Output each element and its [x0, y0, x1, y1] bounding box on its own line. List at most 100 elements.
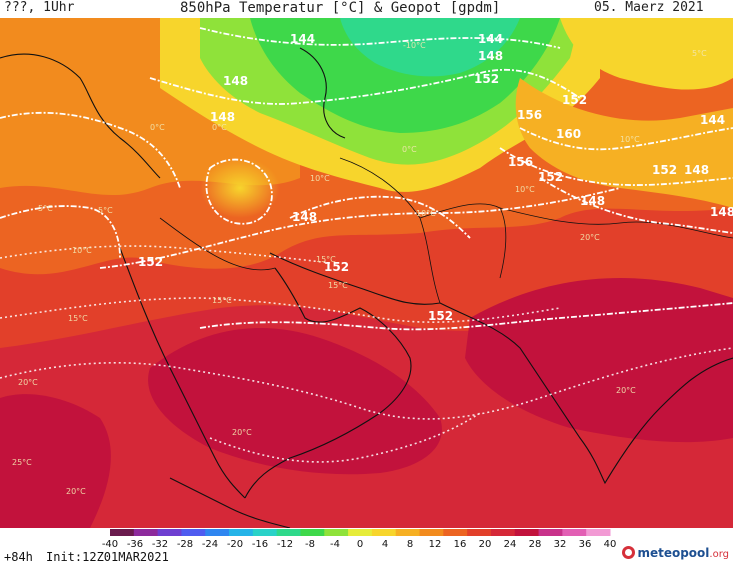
legend-tick-label: -36: [127, 539, 143, 550]
brand-tld: .org: [709, 549, 729, 560]
temp-zone-yellow-east: [560, 18, 733, 90]
legend-swatch: [562, 529, 587, 536]
geopot-label: 148: [478, 49, 503, 63]
temp-label: 5°C: [38, 204, 53, 213]
weather-map: 144 144 148 148 148 152 152 152 148 152 …: [0, 18, 733, 528]
border-himalaya: [499, 207, 733, 239]
contour-148-iran: [289, 195, 471, 239]
geopot-label: 144: [478, 32, 503, 46]
geopot-label: 156: [508, 155, 533, 169]
temp-label: 20°C: [580, 233, 600, 242]
isotherm-20c-south: [0, 347, 733, 420]
legend-swatch: [419, 529, 444, 536]
legend-tick-label: -8: [305, 539, 315, 550]
legend-tick-label: 28: [529, 539, 542, 550]
temp-label: 20°C: [18, 378, 38, 387]
legend-tick-label: 0: [357, 539, 363, 550]
geopot-label: 160: [556, 127, 581, 141]
geopot-label: 152: [562, 93, 587, 107]
temperature-legend: -40 -36 -32 -28 -24 -20 -16 -12 -8 -4 0 4 8 12 16 20 24 2…: [102, 529, 617, 550]
legend-swatch: [467, 529, 492, 536]
temp-label: 15°C: [316, 255, 336, 264]
brand-logo[interactable]: meteopool.org: [622, 546, 729, 560]
legend-tick-label: -16: [252, 539, 268, 550]
temp-label: -10°C: [403, 41, 426, 50]
contour-low-iraq: [205, 158, 273, 225]
legend-tick-label: -28: [177, 539, 193, 550]
temp-label: 10°C: [416, 209, 436, 218]
legend-swatch: [252, 529, 278, 536]
legend-tick-label: -32: [152, 539, 168, 550]
temp-label: 5°C: [692, 49, 707, 58]
contour-west-1: [0, 111, 181, 189]
temp-label: 0°C: [402, 145, 417, 154]
geopot-label: 144: [700, 113, 725, 127]
isotherm-20c-arabia: [209, 412, 481, 463]
geopot-label: 144: [290, 32, 315, 46]
border-afghanistan: [419, 203, 507, 279]
legend-tick-label: -40: [102, 539, 118, 550]
legend-swatch: [490, 529, 516, 536]
geopotential-labels: 144 144 148 148 148 152 152 152 148 152 …: [138, 32, 733, 323]
legend-tick-label: 20: [479, 539, 492, 550]
contour-west-2: [0, 205, 121, 259]
legend-tick-label: -12: [277, 539, 293, 550]
geopot-label: 156: [517, 108, 542, 122]
temp-label: 5°C: [98, 206, 113, 215]
valid-time-label: ???, 1Uhr: [4, 0, 75, 15]
temp-label: 10°C: [515, 185, 535, 194]
brand-name: meteopool: [637, 546, 710, 560]
legend-swatch: [229, 529, 254, 536]
legend-tick-label: 24: [504, 539, 517, 550]
temp-label: 20°C: [616, 386, 636, 395]
legend-tick-label: 40: [604, 539, 617, 550]
temp-label: 0°C: [150, 123, 165, 132]
legend-tick-label: 4: [382, 539, 388, 550]
header-bar: ???, 1Uhr 850hPa Temperatur [°C] & Geopo…: [0, 0, 733, 18]
geopot-label: 152: [538, 170, 563, 184]
border-saudi: [159, 217, 276, 271]
isotherms: [0, 245, 733, 463]
geopot-label: 152: [474, 72, 499, 86]
coastline-arabia-east: [244, 267, 412, 499]
geopot-label: 148: [223, 74, 248, 88]
coastline-caspian: [299, 47, 346, 139]
date-label: 05. Maerz 2021: [594, 0, 704, 15]
geopot-label: 148: [684, 163, 709, 177]
contour-156-east: [499, 147, 733, 186]
legend-tick-label: 16: [454, 539, 467, 550]
temp-label: 20°C: [66, 487, 86, 496]
meteopool-logo-icon: [622, 546, 636, 559]
isotherm-10c: [0, 245, 331, 264]
coastline-mediterranean: [0, 53, 161, 179]
temp-label: 10°C: [620, 135, 640, 144]
legend-swatch: [276, 529, 301, 536]
temp-zone-warm-spot: [200, 158, 280, 218]
footer-bar: -40 -36 -32 -28 -24 -20 -16 -12 -8 -4 0 4 8 12 16 20 24 2…: [0, 528, 733, 566]
forecast-hour: +84h: [4, 550, 33, 564]
geopot-label: 148: [710, 205, 733, 219]
legend-swatch: [133, 529, 159, 536]
temp-label: 20°C: [232, 428, 252, 437]
temp-zone-orange-east: [515, 78, 733, 208]
legend-swatch: [443, 529, 468, 536]
coastline-india: [439, 302, 733, 485]
temp-label: 15°C: [328, 281, 348, 290]
border-iran: [339, 157, 441, 304]
temp-label: 25°C: [12, 458, 32, 467]
temp-label: 15°C: [68, 314, 88, 323]
isotherm-15c: [0, 297, 561, 323]
contour-148-north: [149, 69, 581, 105]
legend-swatch: [110, 529, 135, 536]
legend-tick-label: -24: [202, 539, 218, 550]
legend-swatch: [514, 529, 540, 536]
geopot-label: 152: [138, 255, 163, 269]
geopotential-contours: [0, 27, 733, 331]
geopot-label: 148: [292, 210, 317, 224]
temperature-labels: -10°C 0°C 0°C 0°C 5°C 5°C 10°C 10°C 10°C…: [12, 41, 707, 496]
temp-zone-cyan: [340, 18, 520, 77]
geopot-label: 152: [652, 163, 677, 177]
legend-swatch: [538, 529, 563, 536]
coastline-africa-horn: [169, 477, 291, 528]
geopot-label: 152: [324, 260, 349, 274]
